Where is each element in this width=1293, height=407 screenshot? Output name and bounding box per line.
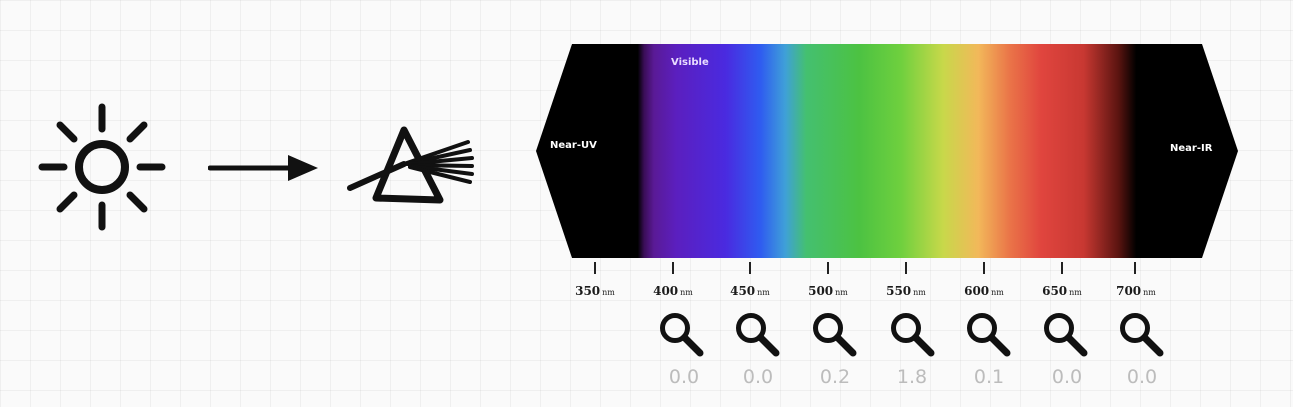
near-uv-label: Near-UV	[550, 140, 597, 151]
sun-icon	[38, 103, 166, 231]
tick-value: 450	[730, 284, 756, 298]
prism-icon	[347, 126, 474, 204]
magnifier-icon	[967, 313, 1011, 357]
reading-value: 0.2	[819, 366, 851, 388]
tick-value: 700	[1116, 284, 1142, 298]
tick-label-600: 600 nm	[944, 280, 1024, 299]
tick-unit: nm	[602, 288, 615, 297]
reading-value: 1.8	[896, 366, 928, 388]
axis-tick	[905, 262, 907, 274]
magnifier-icon	[660, 313, 704, 357]
axis-tick	[827, 262, 829, 274]
tick-label-400: 400 nm	[633, 280, 713, 299]
axis-tick	[983, 262, 985, 274]
magnifier-icon	[736, 313, 780, 357]
tick-label-350: 350 nm	[555, 280, 635, 299]
tick-unit: nm	[835, 288, 848, 297]
tick-value: 500	[808, 284, 834, 298]
magnifier-icon	[813, 313, 857, 357]
spectrum-band	[536, 44, 1238, 258]
magnifier-icon	[1044, 313, 1088, 357]
axis-tick	[1061, 262, 1063, 274]
tick-unit: nm	[680, 288, 693, 297]
reading-value: 0.1	[973, 366, 1005, 388]
tick-label-700: 700 nm	[1096, 280, 1176, 299]
tick-unit: nm	[757, 288, 770, 297]
axis-tick	[594, 262, 596, 274]
tick-unit: nm	[1069, 288, 1082, 297]
right-arrow-icon	[208, 155, 318, 181]
tick-value: 350	[575, 284, 601, 298]
tick-value: 600	[964, 284, 990, 298]
axis-tick	[749, 262, 751, 274]
tick-label-500: 500 nm	[788, 280, 868, 299]
tick-unit: nm	[991, 288, 1004, 297]
reading-value: 0.0	[668, 366, 700, 388]
tick-unit: nm	[913, 288, 926, 297]
axis-tick	[1134, 262, 1136, 274]
reading-value: 0.0	[1126, 366, 1158, 388]
magnifier-icon	[891, 313, 935, 357]
reading-value: 0.0	[742, 366, 774, 388]
tick-label-550: 550 nm	[866, 280, 946, 299]
visible-label: Visible	[671, 57, 709, 68]
tick-value: 550	[886, 284, 912, 298]
tick-label-450: 450 nm	[710, 280, 790, 299]
tick-unit: nm	[1143, 288, 1156, 297]
tick-value: 650	[1042, 284, 1068, 298]
tick-label-650: 650 nm	[1022, 280, 1102, 299]
magnifier-icon	[1120, 313, 1164, 357]
tick-value: 400	[653, 284, 679, 298]
reading-value: 0.0	[1051, 366, 1083, 388]
near-ir-label: Near-IR	[1170, 143, 1213, 154]
axis-tick	[672, 262, 674, 274]
